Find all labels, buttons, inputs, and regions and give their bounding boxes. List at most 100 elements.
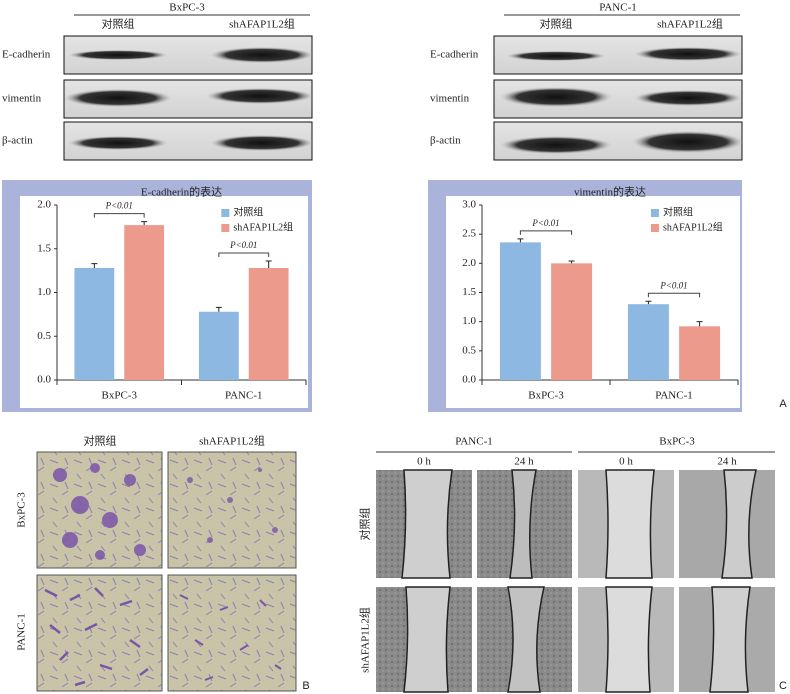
significance-label: P<0.01: [531, 218, 559, 228]
legend-label: shAFAP1L2组: [663, 220, 723, 233]
legend-swatch: [221, 209, 230, 217]
cell-clusters: [187, 468, 278, 543]
bar: [124, 225, 165, 380]
blot-row-label: vimentin: [2, 93, 42, 105]
significance-label: P<0.01: [105, 201, 133, 211]
significance-bracket: [647, 292, 701, 298]
error-bar: [645, 300, 652, 305]
time-label: 24 h: [717, 456, 737, 468]
legend-swatch: [650, 224, 659, 232]
micrograph: [167, 574, 297, 692]
legend-label: 对照组: [663, 205, 693, 218]
error-bar: [265, 260, 272, 268]
band: [634, 90, 742, 106]
row-label: PANC-1: [16, 613, 28, 651]
x-tick-label: BxPC-3: [528, 390, 564, 402]
y-tick-label: 2.5: [462, 228, 476, 240]
cell-clusters: [44, 587, 149, 687]
micrograph: [167, 451, 297, 569]
time-label: 24 h: [514, 456, 534, 468]
band: [206, 88, 314, 104]
chart-title: E-cadherin的表达: [141, 185, 222, 199]
cell-line-label: BxPC-3: [659, 436, 695, 448]
blot-row-label: β-actin: [2, 135, 33, 147]
blot-panel: PANC-1 对照组 shAFAP1L2组 E-cadherin vimenti…: [430, 2, 744, 161]
panel-label: B: [302, 680, 309, 692]
transwell-panel: 对照组 shAFAP1L2组 BxPC-3 PANC-1: [16, 434, 297, 692]
error-bar: [568, 260, 575, 264]
error-bar: [517, 238, 524, 243]
blot-row-label: vimentin: [430, 93, 470, 105]
band: [634, 47, 742, 61]
blot-cell-line: BxPC-3: [169, 2, 205, 14]
blot-group: shAFAP1L2组: [229, 17, 295, 31]
row-label: BxPC-3: [16, 492, 28, 528]
y-tick-label: 3.0: [462, 199, 476, 211]
band: [632, 131, 744, 153]
band: [500, 87, 612, 107]
legend-label: shAFAP1L2组: [233, 220, 293, 233]
y-tick-label: 0.0: [37, 374, 51, 386]
y-tick-label: 2.0: [37, 199, 51, 211]
significance-bracket: [93, 213, 145, 218]
error-bar: [215, 306, 222, 312]
column-label: 对照组: [84, 434, 117, 448]
y-tick-label: 1.0: [37, 286, 51, 298]
blot-group: 对照组: [540, 17, 573, 31]
x-tick-label: PANC-1: [655, 390, 693, 402]
blot-group: shAFAP1L2组: [657, 17, 723, 31]
micrograph: [36, 574, 163, 692]
bar-chart: E-cadherin的表达 0.0 0.5 1.0 1.5 2.0 对照组 shAFAP1L2…: [2, 180, 312, 412]
wound-panel: PANC-1 BxPC-3 0 h 24 h 0 h 24 h 对照组 shAF…: [358, 436, 775, 693]
column-label: shAFAP1L2组: [199, 434, 265, 448]
wound-images: [376, 469, 775, 693]
legend-swatch: [221, 224, 230, 232]
significance-label: P<0.01: [659, 280, 687, 290]
cell-line-label: PANC-1: [455, 436, 493, 448]
bar: [74, 268, 115, 380]
bar: [679, 326, 721, 380]
row-label: shAFAP1L2组: [358, 607, 372, 673]
bar-chart: vimentin的表达 0.0 0.5 1.0 1.5 2.0 2.5 3.0 对照组 shAFA…: [428, 180, 742, 412]
error-bar: [91, 263, 98, 268]
band: [64, 89, 172, 107]
y-tick-label: 0.5: [37, 330, 51, 342]
band: [500, 136, 612, 154]
chart-title: vimentin的表达: [574, 185, 646, 199]
row-label: 对照组: [358, 508, 372, 541]
cell-clusters: [53, 463, 146, 560]
y-tick-label: 1.0: [462, 315, 476, 327]
y-tick-label: 1.5: [37, 242, 51, 254]
blot-row-label: E-cadherin: [2, 49, 51, 61]
blot-row-label: E-cadherin: [430, 49, 479, 61]
bar: [198, 311, 239, 380]
x-tick-label: PANC-1: [225, 390, 263, 402]
band: [68, 50, 168, 60]
band: [506, 51, 606, 61]
time-label: 0 h: [619, 456, 633, 468]
band: [210, 135, 314, 151]
blot-row-label: β-actin: [430, 135, 461, 147]
bar: [499, 242, 541, 380]
panel-label: C: [779, 680, 787, 692]
x-tick-label: BxPC-3: [102, 390, 138, 402]
band: [210, 47, 314, 63]
y-tick-label: 0.0: [462, 374, 476, 386]
y-tick-label: 1.5: [462, 286, 476, 298]
blot-group: 对照组: [102, 17, 135, 31]
y-tick-label: 0.5: [462, 344, 476, 356]
significance-bracket: [519, 230, 573, 235]
bar: [627, 304, 669, 380]
cell-clusters: [179, 594, 282, 681]
error-bar: [141, 221, 148, 226]
significance-bracket: [218, 252, 270, 257]
band: [68, 136, 168, 150]
panel-label: A: [779, 398, 787, 410]
legend-label: 对照组: [233, 205, 263, 218]
error-bar: [696, 321, 703, 327]
blot-cell-line: PANC-1: [599, 2, 637, 14]
y-tick-label: 2.0: [462, 257, 476, 269]
time-label: 0 h: [417, 456, 431, 468]
bar: [248, 268, 289, 380]
